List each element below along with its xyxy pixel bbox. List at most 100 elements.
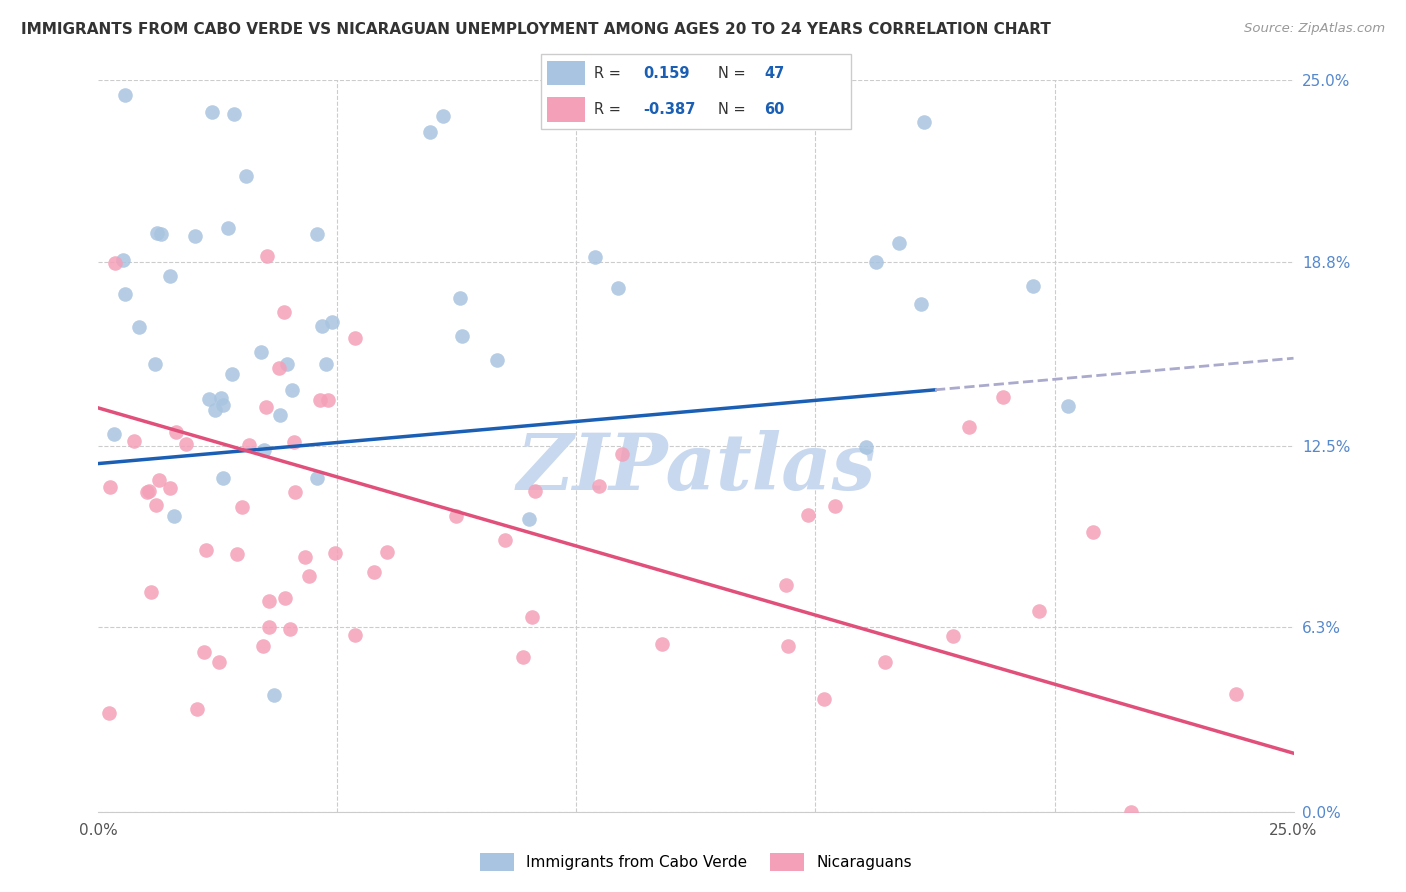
Point bbox=[1056, 400, 1078, 414]
Point bbox=[651, 637, 673, 651]
Point bbox=[143, 357, 166, 371]
Point bbox=[419, 125, 441, 139]
Point bbox=[323, 546, 346, 560]
Point bbox=[136, 484, 159, 499]
Point bbox=[104, 256, 127, 270]
Point bbox=[446, 508, 468, 523]
Point bbox=[813, 692, 835, 706]
Point bbox=[343, 330, 366, 344]
Point bbox=[1081, 524, 1104, 539]
Point bbox=[149, 227, 172, 242]
Point bbox=[138, 483, 160, 498]
Text: 0.159: 0.159 bbox=[644, 66, 690, 81]
Point bbox=[865, 255, 887, 269]
Point bbox=[235, 169, 257, 183]
Point bbox=[250, 344, 273, 359]
Point bbox=[159, 481, 181, 495]
Point bbox=[193, 644, 215, 658]
Text: R =: R = bbox=[593, 102, 626, 117]
Point bbox=[146, 226, 169, 240]
Point bbox=[298, 569, 321, 583]
Point bbox=[257, 620, 280, 634]
Point bbox=[186, 702, 208, 716]
Point bbox=[315, 357, 337, 371]
Point bbox=[231, 500, 253, 515]
Point bbox=[174, 437, 197, 451]
Point bbox=[128, 319, 150, 334]
Point bbox=[311, 318, 333, 333]
Point bbox=[1119, 805, 1142, 819]
Point bbox=[873, 655, 896, 669]
Point bbox=[103, 427, 125, 442]
Point bbox=[449, 291, 471, 305]
Point bbox=[225, 547, 247, 561]
Point bbox=[257, 593, 280, 607]
Point bbox=[523, 483, 546, 498]
Point bbox=[914, 115, 936, 129]
Point bbox=[212, 398, 235, 412]
Point bbox=[520, 609, 543, 624]
Point bbox=[145, 498, 167, 512]
Text: N =: N = bbox=[717, 102, 749, 117]
Point bbox=[606, 281, 628, 295]
Point bbox=[165, 425, 187, 440]
Point bbox=[263, 688, 285, 702]
Point bbox=[588, 479, 610, 493]
Text: IMMIGRANTS FROM CABO VERDE VS NICARAGUAN UNEMPLOYMENT AMONG AGES 20 TO 24 YEARS : IMMIGRANTS FROM CABO VERDE VS NICARAGUAN… bbox=[21, 22, 1050, 37]
Point bbox=[201, 105, 224, 120]
Point bbox=[1028, 604, 1050, 618]
Point bbox=[222, 106, 245, 120]
Point bbox=[114, 87, 136, 102]
Text: R =: R = bbox=[593, 66, 626, 81]
Point bbox=[957, 419, 980, 434]
Text: -0.387: -0.387 bbox=[644, 102, 696, 117]
Point bbox=[163, 508, 186, 523]
Point bbox=[284, 485, 307, 500]
Point bbox=[238, 438, 260, 452]
Point bbox=[486, 352, 509, 367]
Point bbox=[308, 393, 330, 408]
Text: 47: 47 bbox=[763, 66, 785, 81]
Point bbox=[583, 251, 606, 265]
Point bbox=[148, 473, 170, 487]
Point bbox=[910, 297, 932, 311]
Point bbox=[254, 400, 277, 414]
Point bbox=[197, 392, 219, 406]
Point bbox=[273, 305, 295, 319]
Point bbox=[797, 508, 820, 523]
Point bbox=[122, 434, 145, 449]
Point bbox=[612, 446, 634, 460]
Point bbox=[256, 249, 278, 263]
Point bbox=[221, 367, 243, 381]
Point bbox=[494, 533, 516, 548]
Point bbox=[776, 639, 799, 653]
Point bbox=[942, 629, 965, 643]
Text: 60: 60 bbox=[763, 102, 785, 117]
Point bbox=[280, 622, 302, 636]
Point bbox=[1022, 278, 1045, 293]
Point bbox=[217, 220, 239, 235]
Point bbox=[294, 550, 316, 565]
Point bbox=[184, 229, 207, 244]
Point bbox=[451, 328, 474, 343]
Point bbox=[991, 390, 1014, 404]
Point bbox=[267, 361, 290, 376]
Point bbox=[305, 227, 328, 242]
Point bbox=[141, 584, 163, 599]
Text: N =: N = bbox=[717, 66, 749, 81]
Point bbox=[112, 253, 135, 268]
Point bbox=[98, 706, 121, 721]
Point bbox=[207, 655, 229, 669]
Bar bbox=[547, 97, 585, 122]
Point bbox=[316, 393, 339, 408]
Point bbox=[512, 650, 534, 665]
Point bbox=[343, 628, 366, 642]
Point bbox=[211, 471, 233, 485]
Point bbox=[159, 268, 181, 283]
Point bbox=[209, 391, 232, 405]
Point bbox=[114, 287, 136, 301]
Point bbox=[274, 591, 297, 605]
Point bbox=[375, 545, 398, 559]
Point bbox=[855, 440, 877, 454]
Text: Source: ZipAtlas.com: Source: ZipAtlas.com bbox=[1244, 22, 1385, 36]
